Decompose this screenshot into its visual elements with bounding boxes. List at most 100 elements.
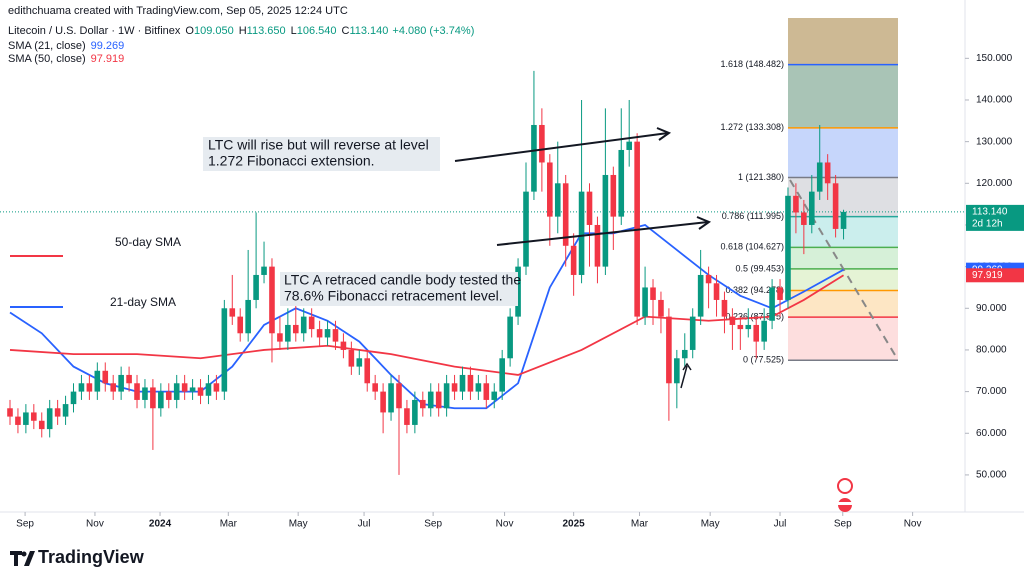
footer-brand: TradingView [38,547,145,567]
candle-body [54,408,61,417]
event-icons [837,478,853,512]
header-text: L [291,25,297,37]
projection-line [789,179,899,361]
candle-body [610,174,617,217]
y-tick-label: 130.000 [976,136,1013,147]
candle-body [753,324,760,342]
candle-body [801,212,807,225]
header-text: O [185,25,194,37]
header-text: SMA (50, close) [8,53,86,65]
y-tick-label: 90.000 [976,303,1007,314]
candle-body [547,162,553,217]
candle-body [340,341,347,350]
header-text: C [342,25,350,37]
candle-body [618,149,625,217]
candle-body [816,162,823,192]
candle-body [126,374,132,384]
candle-body [586,191,593,225]
fib-label: 0.5 (99.453) [735,263,784,273]
candle-body [150,387,156,409]
candle-body [173,383,180,400]
fib-label: 1.618 (148.482) [720,59,784,69]
candle-body [396,383,402,409]
header-text: H [239,25,247,37]
header-text: 113.140 [349,25,388,37]
candle-body [158,391,164,409]
fib-zone [788,177,898,217]
symbol-line: Litecoin / U.S. Dollar · 1W · Bitfinex O 1… [8,25,474,37]
candle-body [499,358,505,392]
y-tick-label: 80.000 [976,345,1007,356]
header-text: +4.080 (+3.74%) [392,25,474,37]
sma-annotation: 50-day SMA [115,235,181,249]
countdown: 2d 12h [972,219,1003,230]
candle-body [292,324,299,334]
candle-body [324,329,331,338]
candle-body [674,358,680,384]
y-tick-label: 50.000 [976,470,1007,481]
candle-body [713,283,720,300]
candle-body [681,349,688,359]
candle-body [316,329,323,338]
x-tick-label: Mar [220,519,238,530]
header-text: SMA (21, close) [8,40,86,52]
sma-legend: SMA (50, close) 97.919 [8,53,124,65]
candle-body [427,391,434,409]
sma-legend: SMA (21, close) 99.269 [8,40,124,52]
candle-body [308,316,315,330]
fib-zone [788,268,898,291]
candle-body [7,408,13,417]
price-tag [966,204,1024,231]
price-tag-label: 113.140 [972,207,1008,218]
x-tick-label: 2024 [149,519,172,530]
candle-body [245,299,251,334]
candle-body [38,420,45,430]
candle-body [769,287,775,321]
candle-body [134,383,140,400]
logo: TradingView [10,547,145,567]
y-tick-label: 120.000 [976,178,1013,189]
candle-body [491,391,498,400]
candle-body [221,308,228,392]
y-tick-label: 60.000 [976,428,1007,439]
candle-body [110,383,117,392]
candle-body [372,383,378,392]
candle-body [475,383,482,392]
axes: 50.00060.00070.00080.00090.000100.000110… [16,53,1024,530]
candle-body [824,162,831,184]
y-tick-label: 70.000 [976,386,1007,397]
price-tag [966,268,1024,283]
header-text: 97.919 [91,53,125,65]
candle-body [94,370,101,392]
candle-body [412,399,418,425]
candle-body [531,124,537,192]
candle-body [118,374,124,392]
candle-body [705,274,712,284]
candle-body [23,412,29,425]
candle-body [277,333,283,342]
candle-body [697,274,704,317]
candle-body [777,287,783,300]
x-tick-label: May [289,519,308,530]
candle-body [515,266,521,317]
candle-body [729,316,736,325]
candle-body [443,383,450,409]
x-tick-label: Nov [86,519,104,530]
candle-body [86,383,93,392]
candle-body [689,316,696,350]
header-text: 99.269 [91,40,125,52]
fib-label: 0.786 (111.995) [722,211,784,221]
candle-body [435,391,442,409]
candle-body [666,316,672,384]
candle-body [31,412,37,421]
candle-body [721,299,728,317]
x-tick-label: Sep [16,519,34,530]
header-text: Litecoin / U.S. Dollar · 1W · Bitfinex [8,25,181,37]
annotation-text: LTC will rise but will reverse at level [208,137,429,153]
x-tick-label: Mar [631,519,649,530]
candle-body [229,308,236,317]
fib-zone [788,64,898,128]
fib-zone [788,317,898,361]
x-tick-label: 2025 [563,519,586,530]
y-tick-label: 140.000 [976,95,1013,106]
